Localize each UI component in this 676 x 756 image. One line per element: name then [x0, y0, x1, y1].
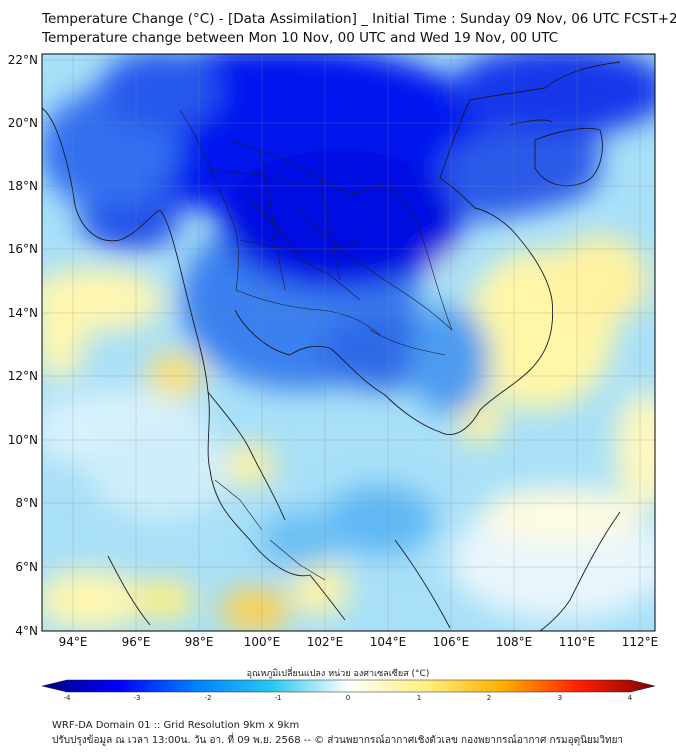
grid-lines [42, 54, 655, 631]
colorbar-tick: -4 [64, 694, 72, 702]
lat-tick-12: 12°N [8, 369, 38, 383]
lon-tick-94: 94°E [59, 635, 88, 649]
lon-tick-112: 112°E [622, 635, 659, 649]
colorbar-gradient [41, 679, 656, 693]
lon-tick-96: 96°E [122, 635, 151, 649]
footer-model-info: WRF-DA Domain 01 :: Grid Resolution 9km … [52, 720, 300, 731]
chart-subtitle: Temperature change between Mon 10 Nov, 0… [42, 30, 559, 46]
lon-tick-108: 108°E [496, 635, 533, 649]
colorbar-tick: -3 [134, 694, 141, 702]
colorbar-tick: 1 [417, 694, 421, 702]
lat-tick-14: 14°N [8, 306, 38, 320]
colorbar-tick: 4 [628, 694, 633, 702]
coastlines [42, 61, 621, 631]
footer-update-info: ปรับปรุงข้อมูล ณ เวลา 13:00น. วัน อา. ที… [52, 735, 624, 746]
colorbar-tick: -2 [205, 694, 212, 702]
lat-tick-6: 6°N [15, 560, 38, 574]
colorbar-label: อุณหภูมิเปลี่ยนแปลง หน่วย องศาเซลเซียส (… [246, 669, 430, 679]
lat-tick-10: 10°N [8, 433, 38, 447]
lat-tick-8: 8°N [15, 496, 38, 510]
colorbar-tick: -1 [275, 694, 282, 702]
lon-tick-104: 104°E [370, 635, 407, 649]
colorbar: -4 -3 -2 -1 0 1 2 3 4 [41, 679, 656, 702]
lat-tick-20: 20°N [8, 116, 38, 130]
lon-tick-106: 106°E [433, 635, 470, 649]
lat-tick-18: 18°N [8, 179, 38, 193]
lon-tick-102: 102°E [307, 635, 344, 649]
chart-title: Temperature Change (°C) - [Data Assimila… [42, 11, 676, 27]
admin-borders [179, 109, 453, 581]
colorbar-tick: 2 [487, 694, 491, 702]
lon-tick-98: 98°E [185, 635, 214, 649]
temperature-field [42, 54, 655, 631]
map-frame [41, 53, 656, 632]
colorbar-tick: 0 [346, 694, 350, 702]
lon-tick-100: 100°E [244, 635, 281, 649]
lat-tick-4: 4°N [15, 624, 38, 638]
colorbar-tick: 3 [558, 694, 562, 702]
lat-tick-16: 16°N [8, 242, 38, 256]
lon-tick-110: 110°E [559, 635, 596, 649]
lat-tick-22: 22°N [8, 53, 38, 67]
